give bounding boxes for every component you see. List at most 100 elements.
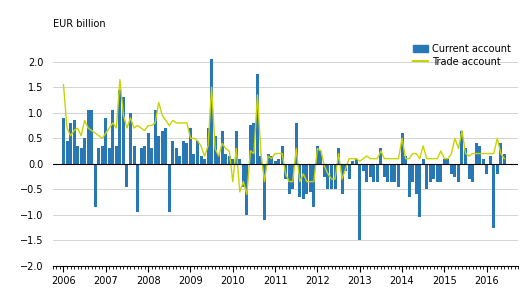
Bar [478,146,481,164]
Bar [161,130,163,164]
Bar [379,149,382,164]
Bar [125,164,129,187]
Bar [386,164,389,182]
Bar [270,156,273,164]
Bar [210,59,213,164]
Bar [273,161,277,164]
Bar [309,164,312,192]
Bar [404,156,407,164]
Bar [263,164,266,220]
Bar [189,128,192,164]
Bar [312,164,315,207]
Bar [168,164,171,212]
Bar [182,141,185,164]
Bar [485,164,488,174]
Bar [418,164,421,217]
Bar [185,143,188,164]
Bar [464,149,467,164]
Bar [362,164,364,172]
Bar [457,164,460,182]
Bar [101,146,104,164]
Bar [153,110,157,164]
Bar [422,159,425,164]
Bar [411,164,414,182]
Bar [284,164,287,179]
Bar [344,164,347,172]
Bar [143,146,146,164]
Bar [428,164,432,182]
Bar [259,156,262,164]
Bar [140,149,142,164]
Bar [221,130,224,164]
Bar [69,123,72,164]
Bar [400,133,404,164]
Bar [83,138,86,164]
Bar [108,149,111,164]
Bar [157,136,160,164]
Bar [252,123,256,164]
Bar [217,153,220,164]
Bar [249,126,252,164]
Bar [136,164,139,212]
Bar [199,156,203,164]
Bar [496,164,499,174]
Bar [326,164,330,189]
Bar [175,149,178,164]
Bar [499,143,502,164]
Bar [203,159,206,164]
Legend: Current account, Trade account: Current account, Trade account [411,41,514,70]
Bar [122,98,125,164]
Bar [224,153,227,164]
Bar [365,164,368,182]
Bar [407,164,411,197]
Bar [164,128,167,164]
Bar [298,164,301,197]
Bar [489,156,491,164]
Bar [281,146,284,164]
Bar [425,164,428,189]
Bar [242,164,245,187]
Bar [72,120,76,164]
Bar [439,164,442,182]
Bar [206,128,209,164]
Bar [115,146,118,164]
Bar [150,149,153,164]
Bar [333,164,336,189]
Bar [76,146,79,164]
Bar [267,153,269,164]
Bar [450,164,453,174]
Bar [231,159,234,164]
Bar [330,164,333,189]
Bar [369,164,372,176]
Bar [104,118,107,164]
Bar [227,156,231,164]
Bar [468,164,470,179]
Bar [291,164,294,189]
Bar [97,149,100,164]
Bar [475,143,478,164]
Bar [471,164,474,182]
Bar [320,151,322,164]
Text: EUR billion: EUR billion [53,19,105,29]
Bar [492,164,495,227]
Bar [372,164,375,182]
Bar [62,118,65,164]
Bar [79,149,83,164]
Bar [305,164,308,194]
Bar [432,164,435,179]
Bar [394,164,396,182]
Bar [397,164,400,187]
Bar [503,153,506,164]
Bar [235,130,238,164]
Bar [341,164,343,194]
Bar [443,159,446,164]
Bar [453,164,457,176]
Bar [112,110,114,164]
Bar [277,159,280,164]
Bar [118,90,121,164]
Bar [129,113,132,164]
Bar [481,159,485,164]
Bar [351,161,354,164]
Bar [196,141,199,164]
Bar [66,141,68,164]
